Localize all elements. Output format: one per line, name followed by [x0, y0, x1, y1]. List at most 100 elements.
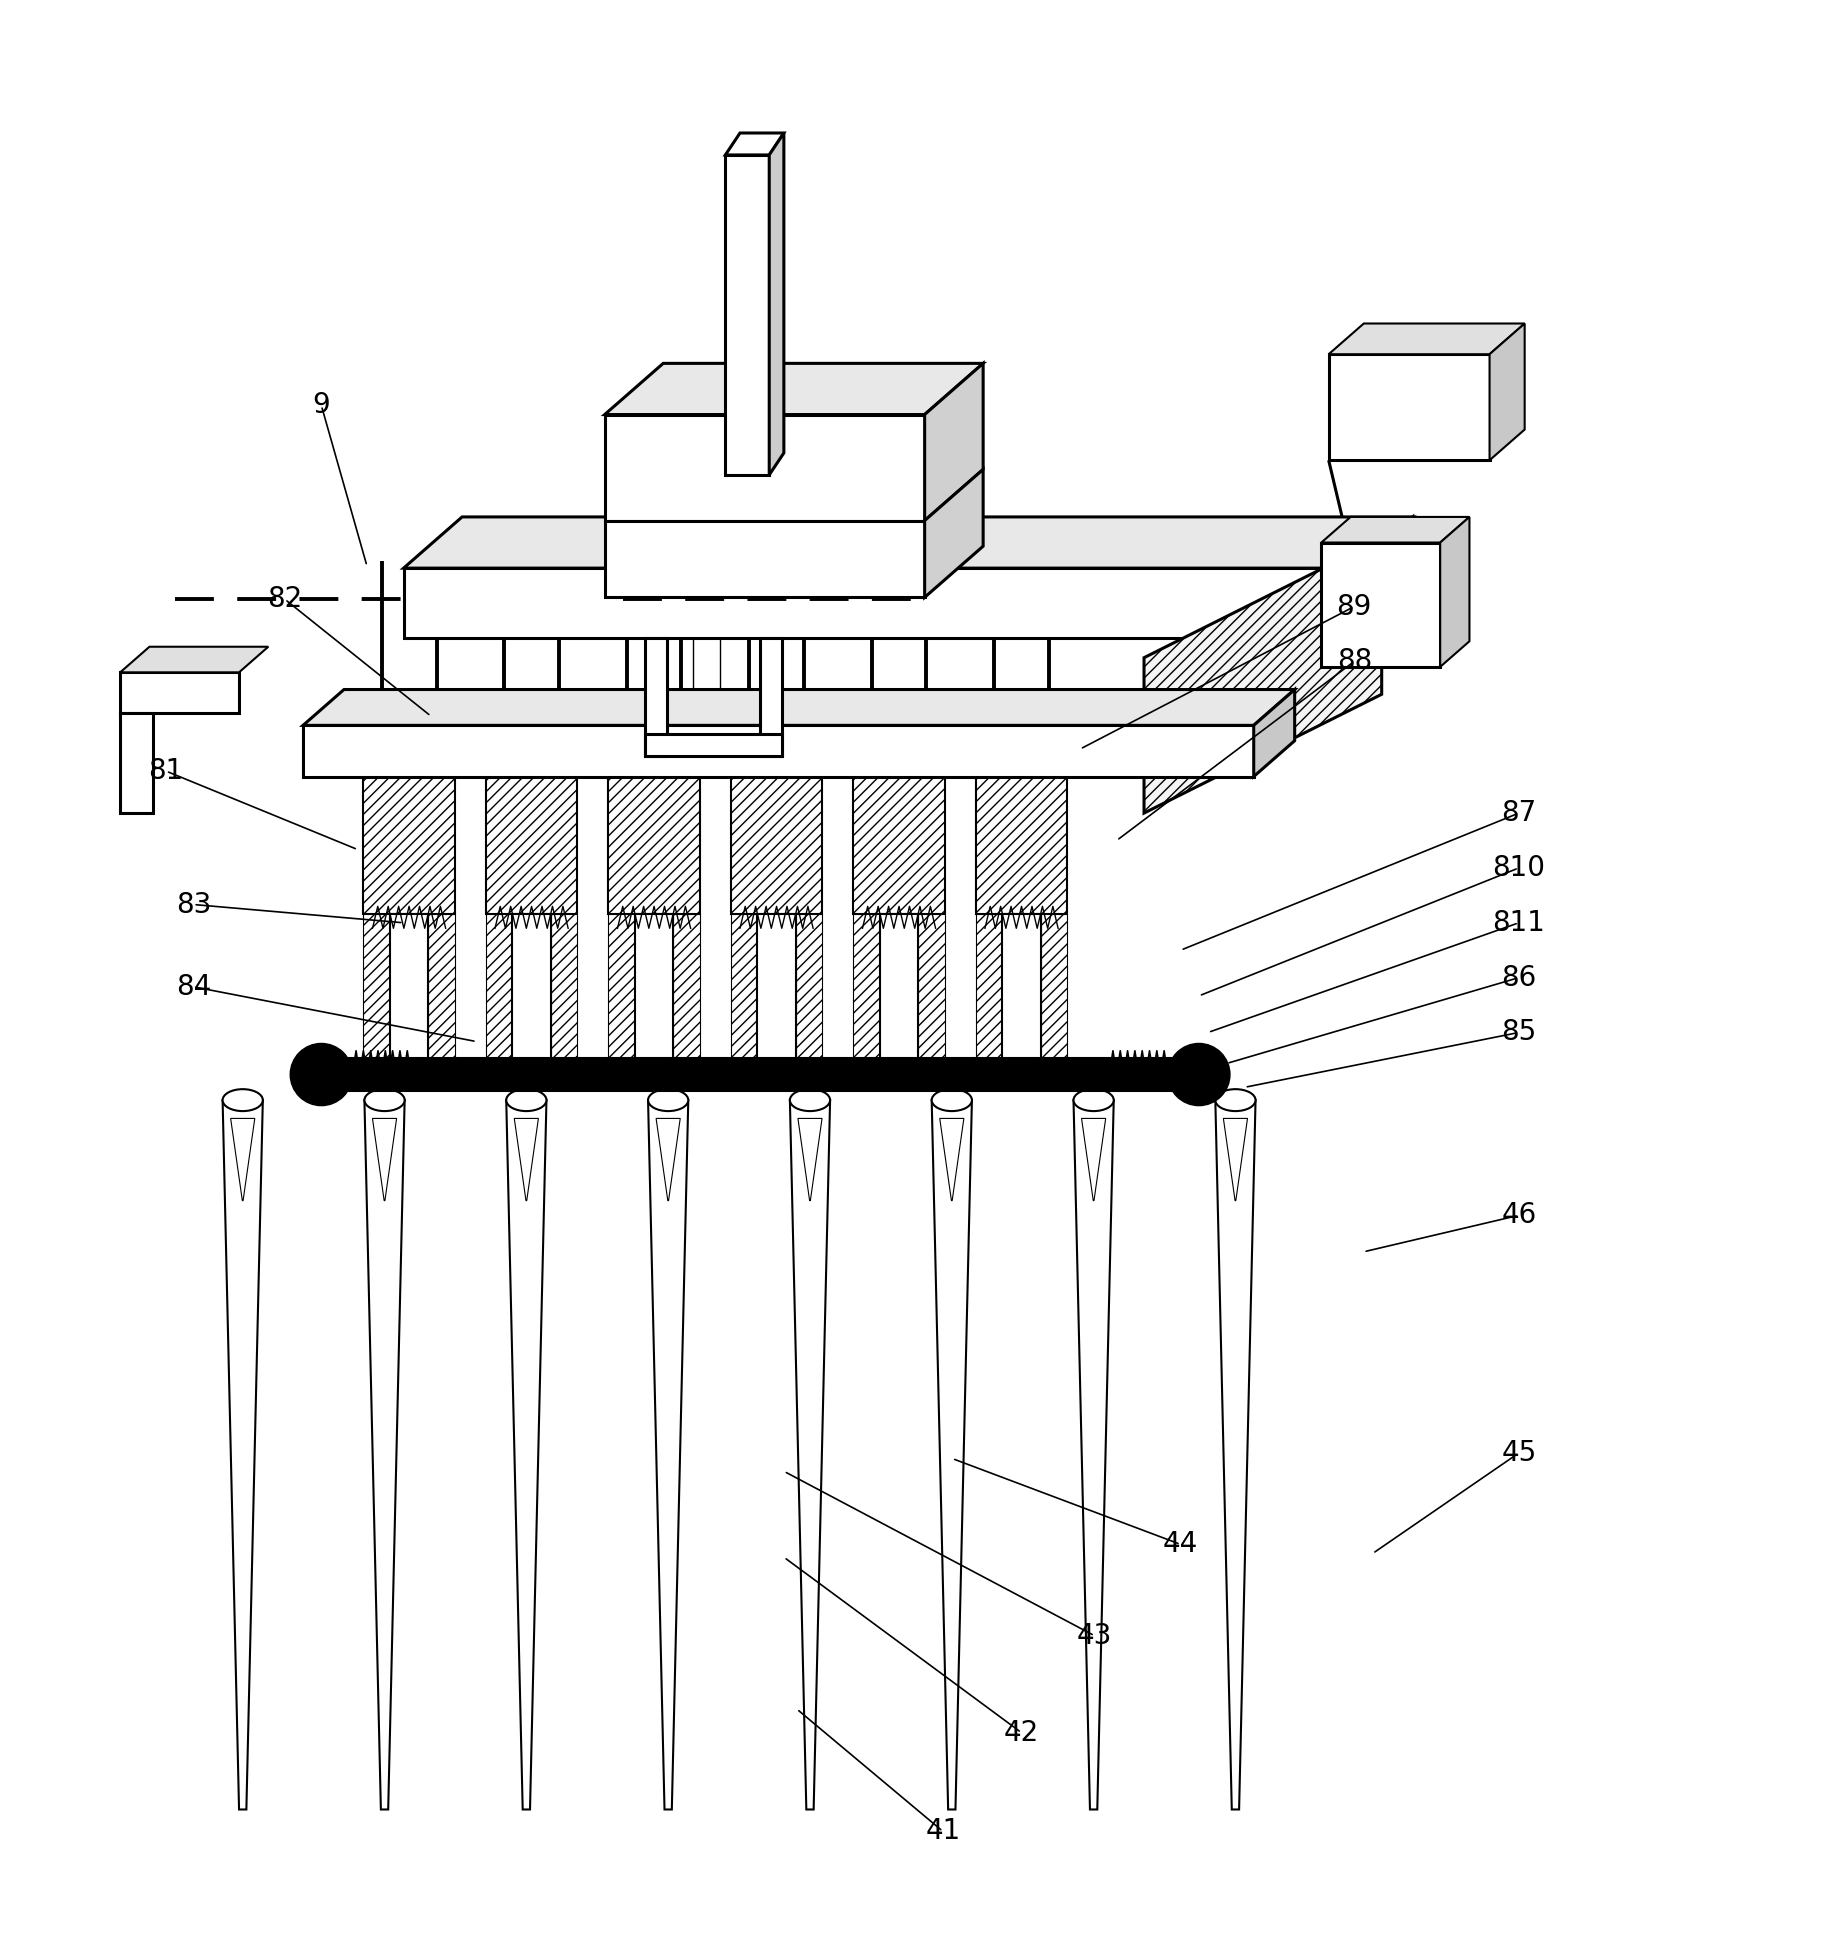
Bar — [796, 914, 822, 1087]
Ellipse shape — [223, 1089, 264, 1112]
Polygon shape — [1082, 1118, 1105, 1201]
Bar — [1321, 542, 1440, 666]
Text: 41: 41 — [924, 1817, 961, 1846]
Bar — [988, 1058, 1052, 1091]
Bar — [758, 914, 796, 1087]
Bar — [1001, 914, 1039, 1087]
Text: 811: 811 — [1491, 908, 1545, 938]
Bar — [1329, 354, 1490, 461]
Bar — [485, 914, 512, 1087]
Text: 810: 810 — [1491, 854, 1545, 881]
Text: 89: 89 — [1336, 593, 1371, 620]
Polygon shape — [924, 364, 983, 521]
Text: 46: 46 — [1501, 1201, 1535, 1230]
Bar — [608, 914, 635, 1087]
Text: 81: 81 — [148, 757, 183, 784]
Polygon shape — [725, 134, 783, 155]
Text: 43: 43 — [1076, 1621, 1113, 1650]
Polygon shape — [304, 690, 1294, 724]
Polygon shape — [798, 1118, 822, 1201]
Bar — [975, 777, 1067, 914]
Polygon shape — [231, 1118, 254, 1201]
Bar — [730, 914, 758, 1087]
Bar — [500, 1058, 564, 1091]
Polygon shape — [1354, 517, 1413, 637]
Ellipse shape — [1215, 1089, 1255, 1112]
Polygon shape — [931, 1100, 972, 1809]
Ellipse shape — [1072, 1089, 1113, 1112]
Bar — [512, 914, 551, 1087]
Polygon shape — [1321, 517, 1469, 542]
Ellipse shape — [789, 1089, 829, 1112]
Polygon shape — [1215, 1100, 1255, 1809]
Bar — [730, 777, 822, 914]
Bar — [759, 637, 781, 757]
Ellipse shape — [364, 1089, 404, 1112]
Bar — [362, 914, 390, 1087]
Circle shape — [291, 1044, 351, 1106]
Polygon shape — [364, 1100, 404, 1809]
Polygon shape — [121, 647, 269, 672]
Polygon shape — [655, 1118, 681, 1201]
Polygon shape — [1490, 323, 1524, 461]
Bar — [551, 914, 576, 1087]
Bar — [853, 777, 944, 914]
Bar — [377, 1058, 441, 1091]
Bar — [485, 777, 576, 914]
Bar — [1039, 914, 1067, 1087]
Text: 9: 9 — [313, 391, 329, 420]
Text: 83: 83 — [176, 891, 210, 918]
Bar — [644, 637, 666, 757]
Bar — [428, 914, 454, 1087]
Text: 44: 44 — [1162, 1530, 1197, 1559]
Bar — [880, 914, 917, 1087]
Polygon shape — [403, 517, 1413, 568]
Bar — [867, 1058, 930, 1091]
Polygon shape — [1222, 1118, 1246, 1201]
Polygon shape — [371, 1118, 397, 1201]
Text: 82: 82 — [267, 585, 302, 614]
Bar — [644, 734, 781, 757]
Text: 84: 84 — [176, 972, 210, 1001]
Bar — [975, 914, 1001, 1087]
Bar — [725, 155, 769, 475]
Text: 42: 42 — [1003, 1718, 1039, 1747]
Bar — [622, 1058, 686, 1091]
Polygon shape — [769, 134, 783, 475]
Bar — [604, 415, 924, 521]
Polygon shape — [1072, 1100, 1113, 1809]
Ellipse shape — [505, 1089, 545, 1112]
Bar — [304, 724, 1254, 777]
Polygon shape — [514, 1118, 538, 1201]
Polygon shape — [223, 1100, 264, 1809]
Text: 88: 88 — [1336, 647, 1371, 676]
Text: 45: 45 — [1501, 1439, 1535, 1466]
Bar — [917, 914, 944, 1087]
Text: 86: 86 — [1501, 963, 1535, 992]
Polygon shape — [924, 469, 983, 597]
Bar — [608, 777, 699, 914]
Polygon shape — [1329, 323, 1524, 354]
Text: 85: 85 — [1501, 1019, 1535, 1046]
Polygon shape — [604, 364, 983, 415]
Polygon shape — [939, 1118, 963, 1201]
Polygon shape — [1440, 517, 1469, 666]
Bar — [403, 568, 1354, 637]
Bar — [853, 914, 880, 1087]
Bar — [673, 914, 699, 1087]
Ellipse shape — [931, 1089, 972, 1112]
Bar — [362, 777, 454, 914]
Bar — [390, 914, 428, 1087]
Bar — [121, 713, 154, 814]
Ellipse shape — [648, 1089, 688, 1112]
Circle shape — [1168, 1044, 1230, 1106]
Polygon shape — [1144, 538, 1382, 814]
Polygon shape — [789, 1100, 829, 1809]
Bar — [121, 672, 240, 713]
Bar — [635, 914, 673, 1087]
Polygon shape — [648, 1100, 688, 1809]
Bar — [745, 1058, 809, 1091]
Polygon shape — [1254, 690, 1294, 777]
Bar — [604, 521, 924, 597]
Bar — [320, 1058, 1199, 1091]
